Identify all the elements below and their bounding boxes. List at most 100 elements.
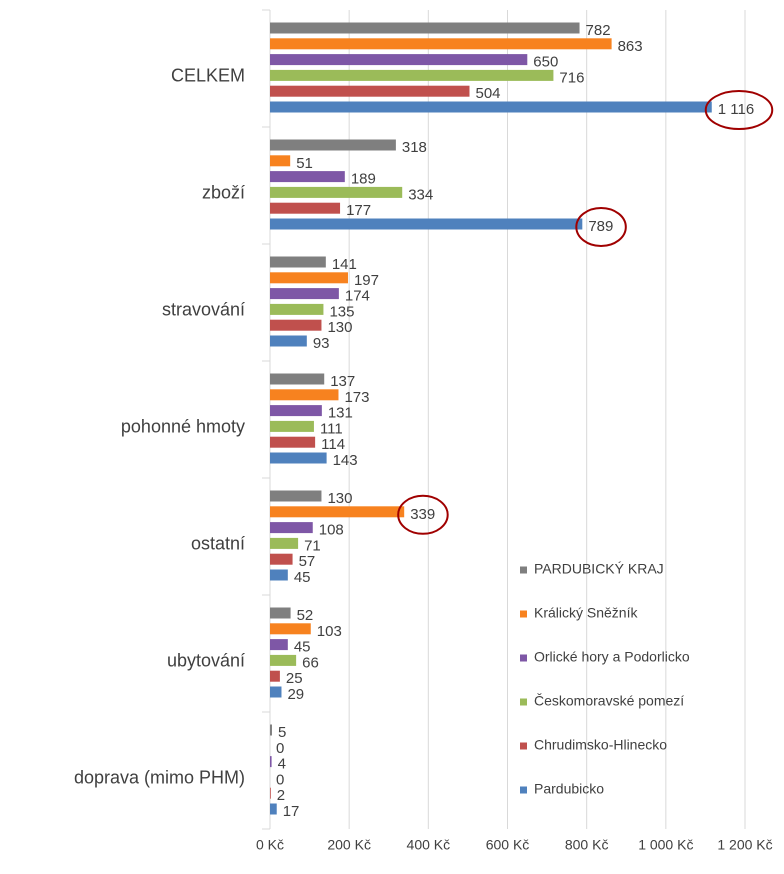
bar (270, 139, 396, 151)
bar (270, 452, 327, 464)
bar (270, 553, 293, 565)
data-label: 93 (313, 335, 330, 352)
bar (270, 38, 612, 50)
data-label: 504 (476, 85, 501, 102)
data-label: 66 (302, 654, 319, 671)
data-label: 782 (586, 22, 611, 39)
legend-swatch (520, 786, 527, 794)
data-label: 29 (287, 686, 304, 703)
x-tick-label: 400 Kč (407, 837, 451, 853)
bar (270, 288, 339, 300)
legend-label: Orlické hory a Podorlicko (534, 649, 690, 665)
data-label: 111 (320, 420, 343, 437)
category-label: zboží (202, 182, 245, 202)
data-label: 143 (333, 452, 358, 469)
bar (270, 373, 325, 385)
bar (270, 54, 528, 66)
bar (270, 303, 324, 315)
bar (270, 335, 307, 347)
legend-label: PARDUBICKÝ KRAJ (534, 561, 664, 577)
highlight-circle (575, 207, 627, 247)
data-label: 789 (588, 218, 613, 235)
x-tick-label: 1 000 Kč (638, 837, 693, 853)
data-label: 174 (345, 288, 370, 305)
data-label: 318 (402, 139, 427, 156)
data-label: 4 (278, 756, 286, 773)
data-label: 71 (304, 537, 321, 554)
bar (270, 670, 280, 682)
data-label: 103 (317, 623, 342, 640)
bar (270, 569, 288, 581)
legend-swatch (520, 654, 527, 662)
data-label: 131 (328, 405, 353, 422)
bar (270, 522, 313, 534)
bar (270, 272, 348, 284)
legend-label: Českomoravské pomezí (534, 693, 684, 709)
bar (270, 155, 291, 167)
category-label: ubytování (167, 650, 245, 670)
data-label: 51 (296, 155, 313, 172)
bar (270, 218, 583, 230)
legend-swatch (520, 698, 527, 706)
category-label: CELKEM (171, 65, 245, 85)
bar (270, 639, 288, 651)
bar (270, 654, 297, 666)
bar (270, 69, 554, 81)
bar (270, 171, 345, 183)
bar (270, 186, 403, 198)
data-label: 0 (276, 740, 284, 757)
bar (270, 85, 470, 97)
legend-label: Pardubicko (534, 781, 604, 797)
data-label: 57 (299, 553, 316, 570)
legend-label: Chrudimsko-Hlinecko (534, 737, 667, 753)
data-label: 0 (276, 771, 284, 788)
data-label: 45 (294, 569, 311, 586)
bar (270, 101, 712, 113)
category-label: stravování (162, 299, 245, 319)
bar (270, 389, 339, 401)
data-label: 863 (618, 38, 643, 55)
data-label: 2 (277, 787, 285, 804)
highlight-circle (397, 494, 449, 535)
data-label: 137 (330, 373, 355, 390)
data-label: 114 (321, 436, 345, 453)
bar (270, 787, 271, 799)
bar (270, 686, 282, 698)
bar (270, 405, 322, 417)
category-label: ostatní (191, 533, 245, 553)
data-label: 52 (297, 607, 314, 624)
category-label: pohonné hmoty (121, 416, 245, 436)
data-label: 130 (327, 490, 352, 507)
data-label: 108 (319, 522, 344, 539)
x-tick-label: 1 200 Kč (717, 837, 772, 853)
bar (270, 22, 580, 34)
bar (270, 202, 341, 214)
legend-swatch (520, 742, 527, 750)
data-label: 5 (278, 724, 286, 741)
data-label: 189 (351, 171, 376, 188)
data-label: 197 (354, 272, 379, 289)
bar (270, 506, 405, 518)
bar (270, 490, 322, 502)
data-label: 1 116 (718, 101, 754, 118)
bar (270, 420, 314, 432)
bar (270, 256, 326, 268)
x-tick-label: 800 Kč (565, 837, 609, 853)
data-label: 45 (294, 639, 311, 656)
legend-swatch (520, 566, 527, 574)
data-label: 141 (332, 256, 357, 273)
highlight-circle (704, 90, 774, 130)
data-label: 25 (286, 670, 303, 687)
data-label: 334 (408, 186, 433, 203)
legend-swatch (520, 610, 527, 618)
category-label: doprava (mimo PHM) (74, 767, 245, 787)
data-label: 650 (533, 54, 558, 71)
bar (270, 623, 311, 635)
bar (270, 607, 291, 619)
x-tick-label: 0 Kč (256, 837, 284, 853)
legend-label: Králický Sněžník (534, 605, 638, 621)
bar (270, 537, 299, 549)
bar (270, 319, 322, 331)
data-label: 339 (410, 506, 435, 523)
